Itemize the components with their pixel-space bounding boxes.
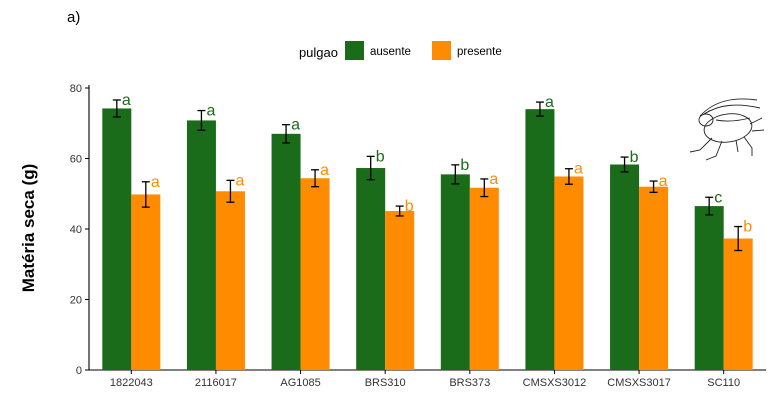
significance-letter: a [151,174,160,191]
bar-ausente [187,120,216,370]
y-tick-label: 40 [70,224,82,236]
significance-letter: a [291,117,300,134]
bar-presente [639,187,668,370]
bar-presente [216,191,245,370]
bars: a a a a a a b b b a a a b a c b [102,92,752,370]
bar-presente [554,176,583,370]
legend-label-ausente: ausente [370,46,411,58]
aphid-icon [690,99,764,160]
legend-title: pulgao [299,45,338,60]
legend-label-presente: presente [457,46,502,58]
significance-letter: a [206,103,215,120]
significance-letter: b [630,149,639,166]
significance-letter: b [743,219,752,236]
x-ticks: 1822043 2116017 AG1085 BRS310 BRS373 CMSXS301… [110,370,740,389]
x-tick-label: SC110 [707,377,740,389]
significance-letter: a [574,161,583,178]
bar-ausente [441,174,470,370]
x-tick-label: 2116017 [195,377,237,389]
y-ticks: 0 20 40 60 80 [70,83,89,377]
significance-letter: a [489,171,498,188]
significance-letter: b [405,198,414,215]
significance-letter: a [235,172,244,189]
bar-presente [724,239,753,370]
significance-letter: b [460,157,469,174]
x-tick-label: BRS373 [449,377,490,389]
x-tick-label: BRS310 [365,377,406,389]
significance-letter: a [122,92,131,109]
significance-letter: a [320,162,329,179]
bar-presente [470,188,499,370]
y-tick-label: 20 [70,295,82,307]
x-tick-label: CMSXS3017 [607,377,671,389]
bar-presente [385,211,414,370]
y-tick-label: 80 [70,83,82,95]
significance-letter: b [376,148,385,165]
x-tick-label: CMSXS3012 [523,377,587,389]
bar-presente [301,178,330,370]
bar-ausente [272,134,301,370]
y-tick-label: 0 [76,365,82,377]
legend-swatch-ausente [345,41,364,60]
bar-ausente [102,108,131,370]
legend: pulgao ausente presente [299,41,502,60]
x-tick-label: 1822043 [110,377,153,389]
bar-ausente [525,109,554,370]
bar-ausente [695,206,724,370]
significance-letter: a [545,94,554,111]
bar-ausente [356,168,385,370]
y-tick-label: 60 [70,154,82,166]
x-tick-label: AG1085 [280,377,320,389]
y-axis-title: Matéria seca (g) [19,164,38,293]
bar-presente [131,194,160,370]
bar-ausente [610,164,639,370]
legend-swatch-presente [432,41,451,60]
significance-letter: a [659,173,668,190]
significance-letter: c [714,189,722,206]
